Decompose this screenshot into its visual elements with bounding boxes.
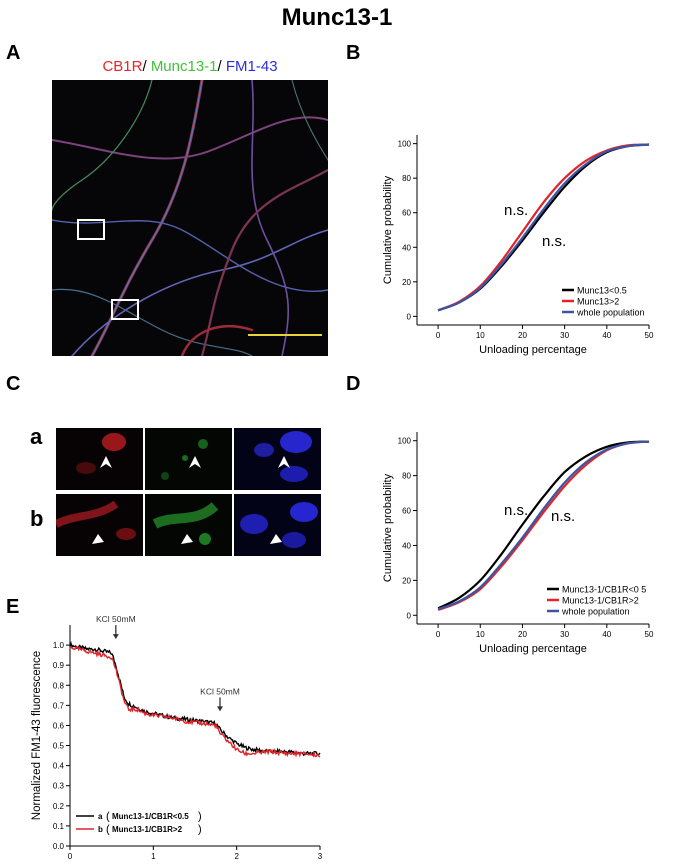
chart-d: 0 10 20 30 40 50 0 20 40 60 80 100 Unloading percent… <box>382 432 654 655</box>
x-tick-label: 0 <box>68 852 73 861</box>
stain-label-fm143: FM1-43 <box>225 58 278 75</box>
x-tick-label: 50 <box>645 630 654 639</box>
series-line-3 <box>437 143 650 312</box>
series-line-3 <box>437 440 650 611</box>
x-tick-label: 3 <box>318 852 323 861</box>
legend-label-2: Munc13-1/CB1R>2 <box>562 596 639 606</box>
y-tick-label: 0.2 <box>53 802 65 811</box>
chart-e: 01230.00.10.20.30.40.50.60.70.80.91.0Tim… <box>31 614 323 864</box>
x-tick-label: 40 <box>602 630 611 639</box>
y-tick-label: 100 <box>398 437 412 446</box>
y-tick-label: 0.9 <box>53 661 65 670</box>
inset-b-fm143 <box>234 494 321 556</box>
x-tick-label: 50 <box>645 331 654 340</box>
legend-label-1: Munc13-1/CB1R<0 5 <box>562 585 646 595</box>
x-tick-label: 20 <box>518 331 527 340</box>
legend-label-2: Munc13>2 <box>577 297 619 307</box>
annotation-ns-2: n.s. <box>551 508 575 525</box>
legend-bracket-close-b: ) <box>198 824 202 836</box>
stain-label-munc13: Munc13-1 <box>150 58 218 75</box>
y-tick-label: 40 <box>402 541 411 550</box>
roi-box-b <box>111 299 139 320</box>
x-tick-label: 20 <box>518 630 527 639</box>
stain-label: CB1R/ Munc13-1/ FM1-43 <box>52 58 328 75</box>
x-tick-label: 0 <box>436 630 441 639</box>
y-tick-label: 60 <box>402 209 411 218</box>
y-tick-label: 80 <box>402 174 411 183</box>
y-tick-label: 20 <box>402 278 411 287</box>
inset-b-cb1r <box>56 494 143 556</box>
panel-letter-d: D <box>346 373 361 395</box>
series-line-b <box>69 645 321 758</box>
fluorescence-micrograph <box>52 80 328 356</box>
row-label-a: a <box>30 424 43 449</box>
y-tick-label: 40 <box>402 243 411 252</box>
legend-key-b: b <box>98 825 103 834</box>
x-axis-label: Unloading percentage <box>479 643 587 655</box>
inset-grid <box>56 428 321 556</box>
y-tick-label: 0.1 <box>53 822 65 831</box>
legend-key-a: a <box>98 812 103 821</box>
chart-b: 0 10 20 30 40 50 0 20 40 60 80 100 Unloading percent… <box>382 135 654 356</box>
x-tick-label: 1 <box>151 852 156 861</box>
y-axis-label: Cumulative probability <box>382 473 394 582</box>
panel-letter-e: E <box>6 596 20 618</box>
panel-letter-b: B <box>346 42 361 64</box>
annotation-ns-2: n.s. <box>542 233 566 250</box>
y-tick-label: 60 <box>402 507 411 516</box>
y-axis-label: Cumulative probability <box>382 175 394 284</box>
micrograph-drawing <box>52 80 328 356</box>
y-tick-label: 0.5 <box>53 742 65 751</box>
figure-title: Munc13-1 <box>281 4 393 31</box>
stain-label-sep-2: / <box>217 58 226 75</box>
legend-label-a: Munc13-1/CB1R<0.5 <box>112 812 189 821</box>
y-tick-label: 20 <box>402 576 411 585</box>
x-tick-label: 10 <box>476 630 485 639</box>
y-tick-label: 0 <box>407 611 412 620</box>
annotation-ns-1: n.s. <box>504 502 528 519</box>
panel-letter-a: A <box>6 42 21 64</box>
x-tick-label: 40 <box>602 331 611 340</box>
annotation-ns-1: n.s. <box>504 202 528 219</box>
y-tick-label: 1.0 <box>53 641 65 650</box>
row-label-b: b <box>30 506 44 531</box>
y-tick-label: 0 <box>407 312 412 321</box>
panel-letter-c: C <box>6 373 21 395</box>
y-tick-label: 0.3 <box>53 782 65 791</box>
stimulus-label-2: KCl 50mM <box>200 686 240 696</box>
inset-a-munc13 <box>145 428 232 490</box>
inset-b-munc13 <box>145 494 232 556</box>
x-tick-label: 30 <box>560 630 569 639</box>
inset-a-fm143 <box>234 428 321 490</box>
legend-label-1: Munc13<0.5 <box>577 286 627 296</box>
roi-box-a <box>77 219 105 240</box>
series-line-1 <box>437 440 650 610</box>
series-line-a <box>69 640 321 758</box>
x-tick-label: 0 <box>436 331 441 340</box>
y-tick-label: 0.0 <box>53 842 65 851</box>
y-tick-label: 100 <box>398 140 412 149</box>
x-tick-label: 2 <box>234 852 239 861</box>
stimulus-arrow-head-1 <box>112 634 119 640</box>
legend-bracket-open-a: ( <box>106 811 110 823</box>
legend-bracket-open-b: ( <box>106 824 110 836</box>
inset-a-cb1r <box>56 428 143 490</box>
legend-label-b: Munc13-1/CB1R>2 <box>112 825 183 834</box>
y-tick-label: 0.4 <box>53 762 65 771</box>
legend-label-3: whole population <box>561 607 630 617</box>
stain-label-cb1r: CB1R <box>102 58 143 75</box>
x-tick-label: 10 <box>476 331 485 340</box>
legend-label-3: whole population <box>576 308 645 318</box>
stimulus-arrow-head-2 <box>217 706 223 712</box>
stimulus-label-1: KCl 50mM <box>96 614 136 624</box>
y-tick-label: 0.6 <box>53 721 65 730</box>
x-axis-label: Unloading percentage <box>479 344 587 356</box>
x-tick-label: 30 <box>560 331 569 340</box>
y-tick-label: 80 <box>402 472 411 481</box>
y-tick-label: 0.7 <box>53 701 65 710</box>
y-axis-label: Normalized FM1-43 fluorescence <box>31 651 43 820</box>
legend-bracket-close-a: ) <box>198 811 202 823</box>
stain-label-sep-1: / <box>142 58 151 75</box>
y-tick-label: 0.8 <box>53 681 65 690</box>
